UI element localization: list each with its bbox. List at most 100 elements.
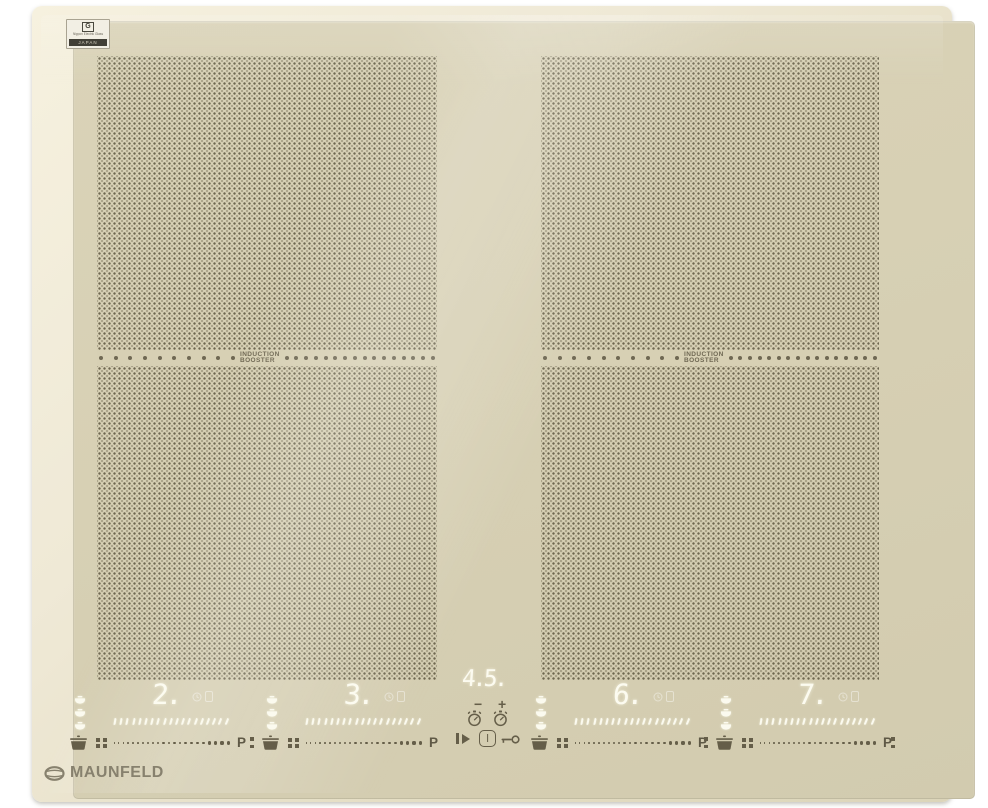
power-slider-segment: [138, 717, 142, 726]
pot-size-indicators: [535, 691, 547, 730]
slider-dot: [597, 742, 600, 744]
pot-indicator-icon: [74, 691, 86, 704]
slider-dot: [669, 741, 673, 745]
slider-dot: [309, 742, 312, 744]
zone-3-power-level-slider[interactable]: [574, 715, 691, 726]
timer-minus-button[interactable]: −: [474, 696, 483, 712]
slider-dot: [162, 741, 165, 745]
power-slider-segment: [162, 717, 167, 726]
power-slider-segment: [168, 717, 173, 726]
booster-dot: [313, 356, 318, 360]
slider-dot: [808, 741, 811, 745]
zone-3-power-boost[interactable]: P: [697, 735, 707, 750]
booster-dot: [795, 356, 800, 360]
power-icon[interactable]: [479, 730, 496, 747]
slider-dot: [651, 741, 654, 745]
zone-4-power-boost[interactable]: P: [882, 735, 892, 750]
timer-clock-icon: [838, 692, 848, 701]
booster-dot: [99, 356, 103, 360]
zone-3-control-block: 6. P: [529, 678, 713, 756]
flex-zone-grid-icon[interactable]: [742, 737, 753, 749]
pot-indicator-icon: [535, 691, 547, 704]
slider-dot: [860, 741, 864, 745]
slider-dot: [578, 742, 581, 744]
slider-dot: [782, 742, 785, 744]
zone-2-power-level-slider[interactable]: [305, 715, 422, 726]
brand-logo: MAUNFELD: [44, 764, 164, 782]
booster-dot: [863, 356, 868, 360]
booster-dot: [343, 356, 348, 360]
slider-dot: [122, 742, 125, 744]
pot-indicator-icon: [535, 717, 547, 730]
pan-icon[interactable]: [260, 735, 281, 751]
slider-dot: [773, 742, 775, 744]
slider-dot: [141, 742, 144, 744]
power-slider-segment: [385, 717, 390, 726]
pot-indicator-icon: [720, 717, 732, 730]
zone-3-touch-slider[interactable]: [574, 740, 691, 746]
pause-icon[interactable]: [456, 733, 470, 744]
zone-4-power-level-slider[interactable]: [759, 715, 876, 726]
power-slider-segment: [131, 717, 136, 726]
booster-dots: [543, 356, 679, 360]
booster-dot: [157, 356, 162, 360]
booster-dot: [230, 356, 235, 360]
power-slider-segment: [119, 717, 124, 726]
zone-1-power-level-slider[interactable]: [113, 715, 230, 726]
booster-dot: [572, 356, 577, 360]
booster-dot: [728, 356, 733, 360]
zone-1-power-boost[interactable]: P: [236, 735, 246, 750]
slider-dot: [675, 741, 679, 745]
zone-2-touch-slider[interactable]: [305, 740, 422, 746]
power-slider-segment: [348, 717, 353, 726]
cooking-zone-right: INDUCTION BOOSTER: [541, 56, 879, 680]
flex-zone-grid-icon[interactable]: [557, 737, 568, 749]
pan-icon[interactable]: [714, 735, 735, 751]
power-slider-segment: [193, 717, 198, 726]
pan-icon[interactable]: [68, 735, 89, 751]
power-slider-segment: [218, 717, 223, 726]
power-slider-segment: [175, 717, 180, 726]
zone-1-timer-indicator: [192, 691, 213, 702]
zone-2-power-boost[interactable]: P: [428, 735, 438, 750]
child-lock-key-icon[interactable]: [501, 735, 520, 745]
pan-icon[interactable]: [529, 735, 550, 751]
booster-dot: [216, 356, 221, 360]
power-slider-segment: [839, 717, 844, 726]
slider-dot: [657, 741, 660, 745]
slider-dot: [681, 741, 685, 745]
flex-zone-grid-icon[interactable]: [96, 737, 107, 749]
zone-1-touch-slider[interactable]: [113, 740, 230, 746]
slider-dot: [388, 741, 391, 745]
timer-badge-icon: [851, 691, 859, 702]
power-slider-segment: [833, 717, 838, 726]
power-slider-segment: [611, 717, 616, 726]
slider-dot: [127, 742, 129, 744]
booster-dot: [382, 356, 387, 360]
timer-stopwatch-plus-icon[interactable]: [492, 710, 509, 727]
booster-dots: [99, 356, 235, 360]
booster-dot: [776, 356, 781, 360]
timer-stopwatch-minus-icon[interactable]: [466, 710, 483, 727]
booster-dot: [294, 356, 299, 360]
pot-indicator-icon: [266, 704, 278, 717]
booster-dot: [401, 356, 406, 360]
slider-dot: [406, 741, 410, 745]
slider-dot: [190, 741, 193, 745]
power-slider-segment: [808, 717, 813, 726]
pot-size-indicators: [720, 691, 732, 730]
power-slider-segment: [199, 717, 205, 726]
timer-plus-button[interactable]: +: [498, 696, 507, 712]
slider-dot: [602, 742, 605, 744]
slider-dot: [365, 741, 368, 745]
booster-dot: [674, 356, 679, 360]
maker-logo: G: [82, 22, 94, 32]
maker-origin: JAPAN: [69, 39, 107, 46]
zone-4-touch-slider[interactable]: [759, 740, 876, 746]
power-slider-segment: [605, 717, 609, 726]
power-slider-segment: [629, 717, 634, 726]
flex-zone-grid-icon[interactable]: [288, 737, 299, 749]
booster-dot: [430, 356, 435, 360]
slider-dot: [824, 741, 828, 745]
slider-dot: [167, 741, 171, 745]
